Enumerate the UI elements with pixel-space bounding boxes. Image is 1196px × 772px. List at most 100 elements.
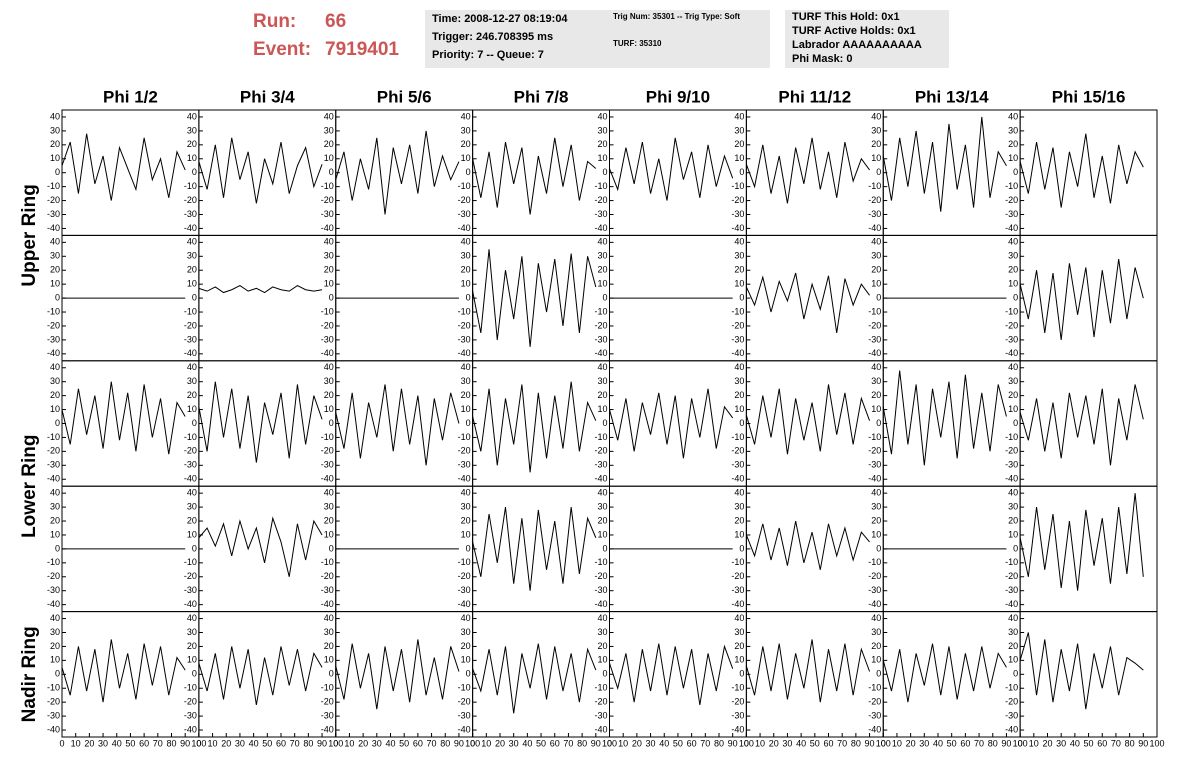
y-tick-label: -30 <box>594 710 607 720</box>
y-tick-label: -20 <box>458 446 471 456</box>
y-tick-label: 0 <box>602 167 607 177</box>
x-tick-label: 70 <box>563 738 573 748</box>
y-tick-label: -30 <box>321 209 334 219</box>
y-tick-label: -10 <box>184 432 197 442</box>
y-tick-label: 0 <box>876 167 881 177</box>
y-tick-label: 20 <box>50 641 60 651</box>
y-tick-label: 40 <box>1008 488 1018 498</box>
y-tick-label: -40 <box>594 599 607 609</box>
x-tick-label: 0 <box>196 738 201 748</box>
y-tick-label: 20 <box>324 139 334 149</box>
y-tick-label: -10 <box>47 557 60 567</box>
y-tick-label: 20 <box>597 390 607 400</box>
y-tick-label: -20 <box>868 195 881 205</box>
y-tick-label: 40 <box>734 362 744 372</box>
y-tick-label: 0 <box>739 543 744 553</box>
y-tick-label: 0 <box>329 292 334 302</box>
x-tick-label: 80 <box>166 738 176 748</box>
y-tick-label: 30 <box>1008 125 1018 135</box>
y-tick-label: -40 <box>731 348 744 358</box>
y-tick-label: 20 <box>50 515 60 525</box>
y-tick-label: -20 <box>47 697 60 707</box>
y-tick-label: 30 <box>1008 501 1018 511</box>
x-tick-label: 30 <box>235 738 245 748</box>
ring-label: Nadir Ring <box>19 626 40 722</box>
y-tick-label: -40 <box>1005 599 1018 609</box>
y-tick-label: -30 <box>594 585 607 595</box>
event-label: Event: <box>253 39 311 60</box>
y-tick-label: 40 <box>597 362 607 372</box>
x-tick-label: 80 <box>577 738 587 748</box>
info-text: TURF Active Holds: 0x1 <box>792 25 916 37</box>
x-tick-label: 40 <box>933 738 943 748</box>
y-tick-label: 40 <box>50 362 60 372</box>
y-tick-label: 30 <box>50 251 60 261</box>
column-title: Phi 5/6 <box>377 87 432 106</box>
y-tick-label: -30 <box>868 585 881 595</box>
x-tick-label: 0 <box>744 738 749 748</box>
y-tick-label: 10 <box>50 153 60 163</box>
y-tick-label: -30 <box>868 209 881 219</box>
panel-frame <box>61 109 200 236</box>
y-tick-label: 30 <box>324 627 334 637</box>
y-tick-label: 40 <box>597 111 607 121</box>
y-tick-label: -10 <box>321 683 334 693</box>
x-tick-label: 30 <box>509 738 519 748</box>
x-tick-label: 20 <box>221 738 231 748</box>
panel-frame <box>472 109 610 236</box>
y-tick-label: 10 <box>187 529 197 539</box>
y-tick-label: -10 <box>184 181 197 191</box>
y-tick-label: 0 <box>1013 292 1018 302</box>
x-tick-label: 90 <box>180 738 190 748</box>
y-tick-label: -10 <box>1005 557 1018 567</box>
info-text: Time: 2008-12-27 08:19:04 <box>432 13 568 25</box>
y-tick-label: -10 <box>47 181 60 191</box>
y-tick-label: 40 <box>1008 362 1018 372</box>
y-tick-label: 40 <box>871 111 881 121</box>
y-tick-label: -10 <box>321 306 334 316</box>
x-tick-label: 40 <box>522 738 532 748</box>
y-tick-label: 20 <box>324 641 334 651</box>
x-tick-label: 30 <box>919 738 929 748</box>
plot-grid: Phi 1/2 Phi 3/4 Phi 5/6 Phi 7/8 Phi 9/10 Phi … <box>19 87 1165 748</box>
y-tick-label: 20 <box>187 139 197 149</box>
y-tick-label: 30 <box>50 125 60 135</box>
y-tick-label: -40 <box>731 724 744 734</box>
y-tick-label: 30 <box>461 125 471 135</box>
y-tick-label: 0 <box>876 418 881 428</box>
y-tick-label: -30 <box>321 460 334 470</box>
y-tick-label: -30 <box>458 334 471 344</box>
y-tick-label: -40 <box>458 724 471 734</box>
y-tick-label: -40 <box>868 474 881 484</box>
y-tick-label: -30 <box>47 585 60 595</box>
x-tick-label: 20 <box>358 738 368 748</box>
y-tick-label: -40 <box>321 474 334 484</box>
y-tick-label: 0 <box>602 669 607 679</box>
y-tick-label: -40 <box>47 599 60 609</box>
y-tick-label: 20 <box>871 641 881 651</box>
y-tick-label: -10 <box>594 432 607 442</box>
y-tick-label: -40 <box>458 474 471 484</box>
column-title: Phi 1/2 <box>103 87 158 106</box>
y-tick-label: -30 <box>1005 710 1018 720</box>
y-tick-label: 30 <box>871 627 881 637</box>
y-tick-label: -10 <box>47 432 60 442</box>
y-tick-label: 0 <box>876 669 881 679</box>
waveform <box>882 370 1007 466</box>
y-tick-label: -10 <box>321 181 334 191</box>
y-tick-label: -10 <box>731 557 744 567</box>
y-tick-label: -10 <box>184 683 197 693</box>
y-tick-label: -10 <box>731 306 744 316</box>
y-tick-label: -20 <box>1005 697 1018 707</box>
y-tick-label: 40 <box>461 362 471 372</box>
y-tick-label: 20 <box>461 641 471 651</box>
y-tick-label: -20 <box>868 697 881 707</box>
y-tick-label: -40 <box>184 474 197 484</box>
waveform <box>61 133 186 201</box>
y-tick-label: -20 <box>47 571 60 581</box>
y-tick-label: 0 <box>466 543 471 553</box>
y-tick-label: 0 <box>602 292 607 302</box>
y-tick-label: -30 <box>731 460 744 470</box>
y-tick-label: 0 <box>55 167 60 177</box>
y-tick-label: -30 <box>47 209 60 219</box>
